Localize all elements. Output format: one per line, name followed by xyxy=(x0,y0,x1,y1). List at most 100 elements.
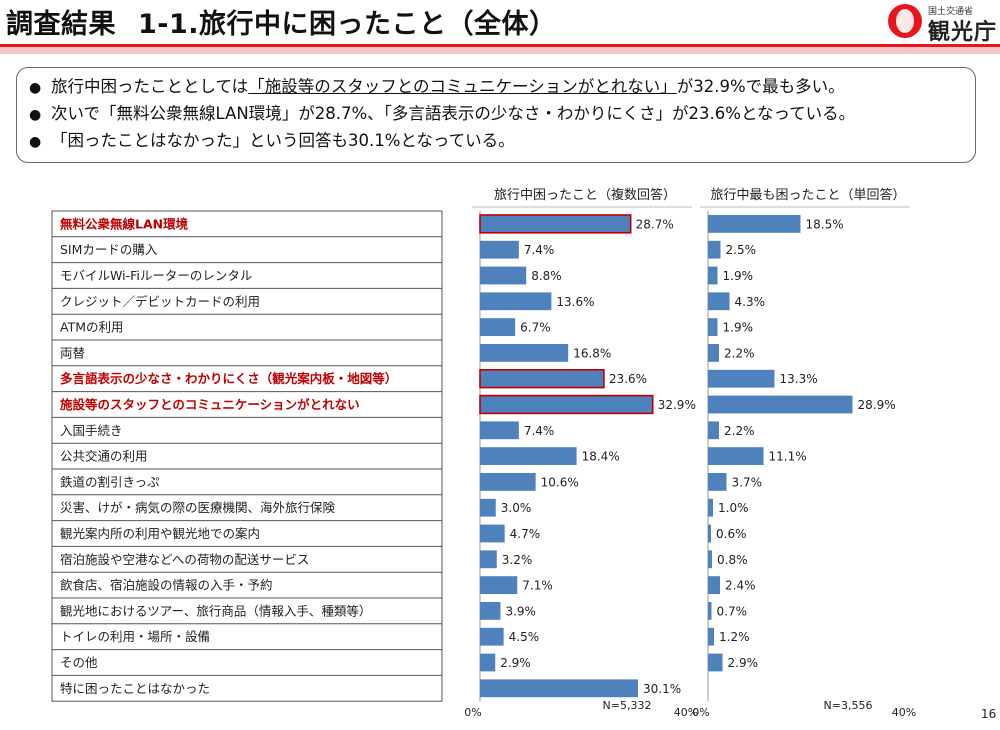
bar-value-label: 3.0% xyxy=(501,501,532,515)
panel-title-right: 旅行中最も困ったこと（単回答） xyxy=(710,187,905,203)
category-label: 特に困ったことはなかった xyxy=(60,681,210,696)
sample-size-label: N=3,556 xyxy=(824,699,873,712)
bar xyxy=(708,627,714,646)
bar xyxy=(480,318,516,336)
bar-value-label: 10.6% xyxy=(541,475,579,489)
bar xyxy=(708,421,719,440)
bar-value-label: 28.7% xyxy=(636,217,674,231)
page-number: 16 xyxy=(981,707,997,721)
bar xyxy=(480,344,569,362)
bar-value-label: 1.9% xyxy=(723,321,754,335)
bar-value-label: 23.6% xyxy=(609,372,647,386)
logo-name: 観光庁 xyxy=(928,20,998,45)
bar xyxy=(479,394,654,415)
panel-title-left: 旅行中困ったこと（複数回答） xyxy=(494,187,676,203)
bar xyxy=(479,214,632,234)
category-label: 公共交通の利用 xyxy=(60,449,148,464)
category-label: 両替 xyxy=(60,345,86,360)
bar-value-label: 30.1% xyxy=(643,682,681,696)
bar xyxy=(708,602,712,620)
logo-ministry: 国土交通省 xyxy=(928,7,974,17)
bar-value-label: 4.3% xyxy=(735,295,766,309)
bar-value-label: 4.7% xyxy=(510,527,541,541)
bar-value-label: 18.4% xyxy=(582,450,620,464)
category-label: SIMカードの購入 xyxy=(60,242,158,257)
category-label: 飲食店、宿泊施設の情報の入手・予約 xyxy=(60,578,273,593)
bar-value-label: 0.7% xyxy=(717,604,748,618)
category-label: トイレの利用・場所・設備 xyxy=(60,629,210,644)
bar xyxy=(708,369,775,388)
summary-line-1: ● 旅行中困ったこととしては「施設等のスタッフとのコミュニケーションがとれない」が… xyxy=(29,74,963,101)
bar xyxy=(480,627,504,646)
bar xyxy=(480,292,552,311)
summary-box: ● 旅行中困ったこととしては「施設等のスタッフとのコミュニケーションがとれない」が… xyxy=(16,67,976,163)
bar-value-label: 32.9% xyxy=(658,398,696,412)
bar-value-label: 2.4% xyxy=(725,579,756,593)
bar xyxy=(708,498,713,517)
bar xyxy=(708,653,723,672)
bar xyxy=(480,498,496,517)
bar-value-label: 13.3% xyxy=(780,372,818,386)
bar-value-label: 2.9% xyxy=(728,656,759,670)
bar xyxy=(708,266,718,285)
category-label: 災害、けが・病気の際の医療機関、海外旅行保険 xyxy=(60,500,336,515)
category-label: 多言語表示の少なさ・わかりにくさ（観光案内板・地図等） xyxy=(60,371,397,386)
bar xyxy=(480,266,527,285)
bar-value-label: 0.8% xyxy=(717,553,748,567)
bar-value-label: 3.2% xyxy=(502,553,533,567)
category-label: モバイルWi-Fiルーターのレンタル xyxy=(60,268,252,283)
bar xyxy=(708,576,720,594)
bar-value-label: 6.7% xyxy=(520,321,551,335)
title-prefix: 調査結果 xyxy=(6,9,116,40)
category-label: その他 xyxy=(60,655,98,670)
bar-value-label: 7.4% xyxy=(524,424,555,438)
category-label: 施設等のスタッフとのコミュニケーションがとれない xyxy=(60,397,360,412)
category-label: クレジット／デビットカードの利用 xyxy=(60,294,260,309)
bar-value-label: 8.8% xyxy=(531,269,562,283)
bar xyxy=(480,679,639,698)
logo-emblem-icon xyxy=(888,4,922,38)
bar-value-label: 7.1% xyxy=(522,579,553,593)
bar-value-label: 3.9% xyxy=(505,604,535,618)
axis-tick-label: 40% xyxy=(674,706,698,719)
category-label: ATMの利用 xyxy=(60,320,124,335)
bar xyxy=(708,550,712,569)
bar xyxy=(480,550,497,569)
bar-value-label: 0.6% xyxy=(716,527,747,541)
category-label: 宿泊施設や空港などへの荷物の配送サービス xyxy=(60,552,309,567)
bullet-icon: ● xyxy=(29,107,42,123)
bar xyxy=(480,473,536,491)
bar-value-label: 2.9% xyxy=(500,656,530,670)
category-label: 観光案内所の利用や観光地での案内 xyxy=(60,526,260,541)
bar-value-label: 1.0% xyxy=(718,501,749,515)
category-label: 入国手続き xyxy=(60,423,123,438)
bar xyxy=(708,395,853,414)
bar xyxy=(708,318,718,336)
bar-value-label: 3.7% xyxy=(732,475,763,489)
bar-value-label: 2.2% xyxy=(724,346,755,360)
sample-size-label: N=5,332 xyxy=(603,699,652,712)
bar xyxy=(480,576,518,594)
page-title: 調査結果 1-1.旅行中に困ったこと（全体） xyxy=(6,2,557,41)
category-label: 鉄道の割引きっぷ xyxy=(60,474,160,489)
bar-value-label: 1.9% xyxy=(723,269,754,283)
category-label: 観光地におけるツアー、旅行商品（情報入手、種類等） xyxy=(60,603,371,618)
bar xyxy=(708,292,730,311)
bar xyxy=(708,447,764,465)
bar-value-label: 13.6% xyxy=(556,295,594,309)
bar-value-label: 16.8% xyxy=(573,346,611,360)
bar xyxy=(708,215,801,233)
bar xyxy=(480,421,519,440)
bar-value-label: 4.5% xyxy=(509,630,540,644)
bar xyxy=(708,240,721,259)
axis-tick-label: 40% xyxy=(892,706,916,719)
bar-value-label: 18.5% xyxy=(806,217,844,231)
title-main: 1-1.旅行中に困ったこと（全体） xyxy=(138,9,557,40)
bullet-icon: ● xyxy=(29,80,42,96)
bar xyxy=(708,524,711,543)
bar xyxy=(480,602,501,620)
axis-tick-label: 0% xyxy=(692,706,709,719)
bar-value-label: 7.4% xyxy=(524,243,555,257)
bar-value-label: 1.2% xyxy=(719,630,750,644)
bar xyxy=(480,240,519,259)
